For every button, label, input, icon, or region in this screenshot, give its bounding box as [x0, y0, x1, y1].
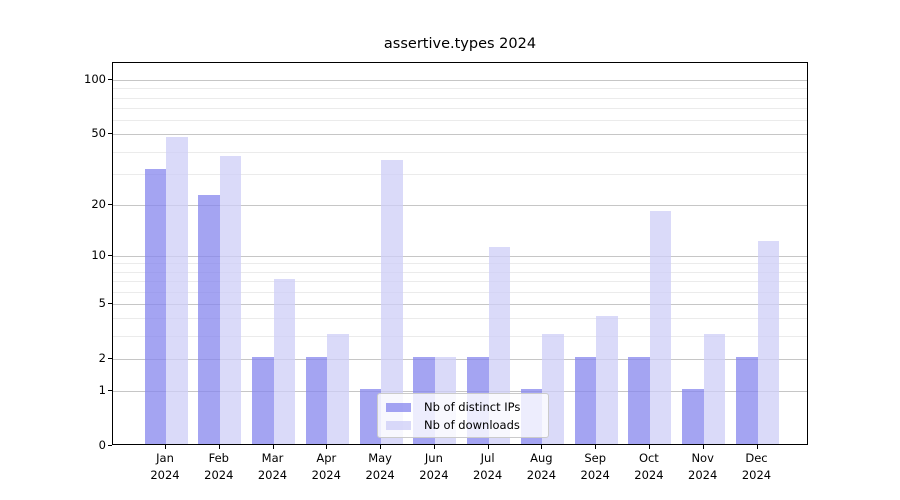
x-tick-mark-oct [648, 445, 650, 449]
bar-ips-sep [574, 356, 597, 444]
gridline-minor-8 [113, 271, 807, 273]
x-tick-label-nov: Nov 2024 [688, 451, 718, 482]
y-axis-labels: 0 1 2 5 10 20 50 100 [0, 62, 106, 452]
gridline-major-50 [113, 134, 807, 136]
bar-downloads-apr [327, 334, 349, 444]
x-tick-mark-jul [487, 445, 489, 449]
gridline-minor-6 [113, 291, 807, 293]
bar-ips-nov [682, 389, 704, 444]
y-tick-label-50: 50 [91, 126, 106, 141]
legend-label-distinct-ips: Nb of distinct IPs [424, 400, 521, 414]
y-tick-mark-1 [108, 390, 112, 391]
x-tick-label-may: May 2024 [365, 451, 395, 482]
x-tick-label-jul: Jul 2024 [472, 451, 503, 482]
x-tick-label-feb: Feb 2024 [204, 451, 234, 482]
y-tick-mark-0 [108, 445, 112, 446]
x-tick-label-mar: Mar 2024 [257, 451, 288, 482]
y-tick-label-10: 10 [91, 247, 106, 262]
bar-ips-mar [252, 356, 274, 444]
bar-downloads-sep [596, 316, 618, 444]
x-tick-mark-apr [326, 445, 328, 449]
x-tick-label-jun: Jun 2024 [419, 451, 449, 482]
gridline-minor-4 [113, 318, 807, 320]
gridline-minor-7 [113, 281, 807, 283]
y-tick-mark-20 [108, 203, 112, 205]
y-tick-label-2: 2 [98, 350, 106, 365]
bar-ips-oct [628, 356, 650, 444]
bar-ips-may [359, 389, 382, 444]
x-tick-mark-mar [272, 445, 274, 449]
gridline-major-2 [113, 358, 807, 360]
legend-swatch-downloads [386, 420, 411, 430]
y-tick-mark-50 [108, 133, 112, 135]
legend-swatch-distinct-ips [386, 402, 411, 412]
chart-title: assertive.types 2024 [383, 36, 537, 52]
gridline-major-20 [113, 204, 807, 206]
bar-ips-feb [198, 195, 220, 444]
gridline-major-10 [113, 255, 807, 257]
bar-ips-jan [144, 169, 166, 444]
x-tick-mark-may [380, 445, 382, 449]
x-tick-mark-feb [218, 445, 220, 449]
x-tick-mark-dec [756, 445, 758, 449]
legend-row-downloads: Nb of downloads [386, 416, 540, 434]
x-tick-mark-aug [541, 445, 543, 449]
bar-downloads-may [381, 159, 403, 444]
gridline-minor-9 [113, 263, 807, 265]
legend: Nb of distinct IPs Nb of downloads [377, 393, 549, 438]
y-tick-mark-100 [108, 79, 112, 80]
bar-downloads-mar [273, 279, 295, 444]
x-tick-label-apr: Apr 2024 [311, 451, 341, 482]
x-tick-mark-jan [165, 445, 166, 449]
y-tick-mark-2 [108, 357, 112, 359]
gridline-minor-80 [113, 97, 807, 99]
legend-row-distinct-ips: Nb of distinct IPs [386, 398, 540, 416]
gridline-minor-60 [113, 120, 807, 121]
bar-downloads-nov [703, 334, 726, 444]
y-tick-label-100: 100 [84, 72, 106, 86]
gridline-minor-70 [113, 108, 807, 109]
x-axis-labels: Jan 2024 Feb 2024 Mar 2024 Apr 2024 May 2024 Jun 20… [112, 450, 808, 490]
bar-downloads-oct [649, 210, 672, 444]
gridline-major-5 [113, 303, 807, 305]
y-tick-mark-5 [108, 302, 112, 304]
y-tick-label-5: 5 [98, 295, 106, 310]
gridline-major-1 [113, 391, 807, 392]
gridline-minor-90 [113, 88, 807, 90]
x-tick-label-dec: Dec 2024 [741, 451, 772, 482]
x-tick-label-oct: Oct 2024 [634, 451, 664, 482]
bar-downloads-jan [166, 137, 188, 444]
y-tick-label-1: 1 [98, 383, 106, 397]
y-tick-label-0: 0 [98, 438, 106, 452]
gridline-major-100 [113, 80, 807, 81]
x-tick-label-aug: Aug 2024 [526, 451, 557, 482]
x-tick-label-jan: Jan 2024 [150, 451, 180, 482]
bar-downloads-dec [757, 240, 779, 444]
legend-label-downloads: Nb of downloads [424, 418, 520, 432]
gridline-minor-40 [113, 151, 807, 153]
gridline-minor-3 [113, 336, 807, 338]
x-tick-mark-sep [595, 445, 597, 449]
x-tick-label-sep: Sep 2024 [580, 451, 610, 482]
y-tick-label-20: 20 [91, 196, 106, 211]
bar-ips-apr [305, 356, 328, 444]
y-tick-mark-10 [108, 254, 112, 256]
bar-ips-dec [736, 356, 758, 444]
plot-area [112, 62, 808, 445]
x-tick-mark-nov [702, 445, 704, 449]
bar-downloads-feb [219, 155, 242, 444]
x-tick-mark-jun [433, 445, 435, 449]
gridline-minor-30 [113, 173, 807, 175]
